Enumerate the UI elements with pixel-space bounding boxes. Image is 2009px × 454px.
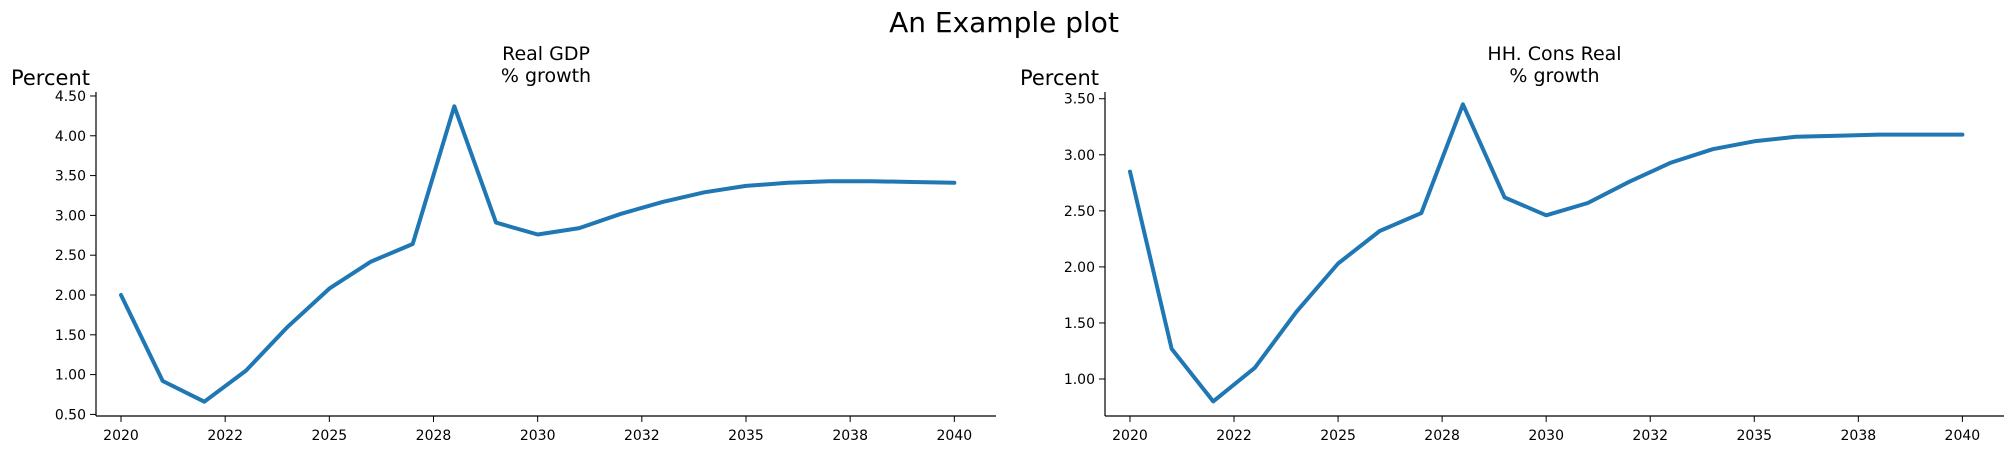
chart-1-x-tick-label: 2025: [312, 428, 348, 444]
chart-1-x-tick-label: 2022: [207, 428, 243, 444]
chart-2-y-label: Percent: [1020, 66, 1099, 90]
chart-1-series-line: [119, 104, 957, 404]
chart-2-y-tick-label: 3.00: [1064, 148, 1095, 164]
chart-1-title-line: Real GDP: [502, 43, 590, 65]
chart-1-y-tick-label: 0.50: [55, 407, 86, 423]
chart-2-x-tick-label: 2032: [1632, 428, 1668, 444]
chart-1-y-tick-label: 1.00: [55, 368, 86, 384]
chart-2-y-tick-label: 2.50: [1064, 204, 1095, 220]
chart-1-x-tick-label: 2032: [624, 428, 660, 444]
chart-1-y-tick-label: 3.00: [55, 208, 86, 224]
chart-1-y-label: Percent: [11, 66, 90, 90]
chart-1-y-tick-label: 1.50: [55, 328, 86, 344]
chart-2-x-tick-label: 2025: [1320, 428, 1356, 444]
chart-2-title-line: % growth: [1509, 65, 1599, 87]
chart-2-x-tick-label: 2030: [1528, 428, 1564, 444]
chart-1-x-tick-label: 2020: [103, 428, 139, 444]
chart-2-x-tick-label: 2020: [1112, 428, 1148, 444]
chart-1-y-tick-label: 2.50: [55, 248, 86, 264]
chart-1-x-tick-label: 2030: [520, 428, 556, 444]
chart-2-y-tick-label: 2.00: [1064, 260, 1095, 276]
chart-2-y-tick-label: 1.50: [1064, 316, 1095, 332]
chart-1-x-tick-label: 2028: [416, 428, 452, 444]
chart-2-x-tick-label: 2035: [1736, 428, 1772, 444]
chart-2-y-tick-label: 1.00: [1064, 372, 1095, 388]
chart-2-x-tick-label: 2022: [1216, 428, 1252, 444]
chart-1-x-tick-label: 2040: [937, 428, 973, 444]
chart-2-series-line: [1128, 102, 1965, 404]
chart-1-y-tick-label: 4.50: [55, 89, 86, 105]
chart-1-y-tick-label: 4.00: [55, 129, 86, 145]
chart-2-x-tick-label: 2028: [1424, 428, 1460, 444]
chart-2-x-tick-label: 2038: [1841, 428, 1877, 444]
chart-1-x-tick-label: 2035: [728, 428, 764, 444]
chart-1-y-tick-label: 2.00: [55, 288, 86, 304]
chart-2-x-tick-label: 2040: [1945, 428, 1981, 444]
chart-2-title-line: HH. Cons Real: [1487, 43, 1621, 65]
figure-title: An Example plot: [889, 6, 1119, 39]
chart-1-x-tick-label: 2038: [832, 428, 868, 444]
chart-2-y-tick-label: 3.50: [1064, 92, 1095, 108]
chart-1-y-tick-label: 3.50: [55, 169, 86, 185]
chart-1-title-line: % growth: [501, 65, 591, 87]
